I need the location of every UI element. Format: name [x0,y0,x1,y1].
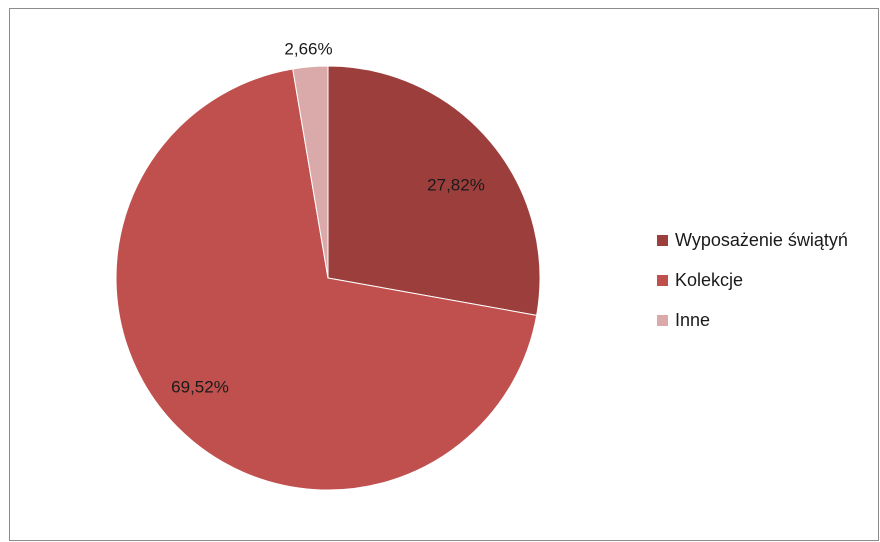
legend-label-wyposazenie: Wyposażenie świątyń [675,229,848,250]
legend-swatch-inne [657,314,668,326]
legend-item-inne: Inne [657,308,848,332]
pie-slice-0 [327,65,541,316]
data-label-1: 69,52% [171,377,229,396]
legend: Wyposażenie świątyń Kolekcje Inne [657,228,848,348]
legend-item-kolekcje: Kolekcje [657,268,848,292]
legend-swatch-kolekcje [657,274,668,286]
pie-slice-2 [292,65,329,279]
pie-slice-1 [115,68,538,491]
legend-label-kolekcje: Kolekcje [675,269,744,290]
data-label-2: 2,66% [284,39,332,58]
legend-item-wyposazenie: Wyposażenie świątyń [657,228,848,252]
data-label-0: 27,82% [427,175,485,194]
legend-swatch-wyposazenie [657,234,668,246]
legend-label-inne: Inne [675,309,711,330]
